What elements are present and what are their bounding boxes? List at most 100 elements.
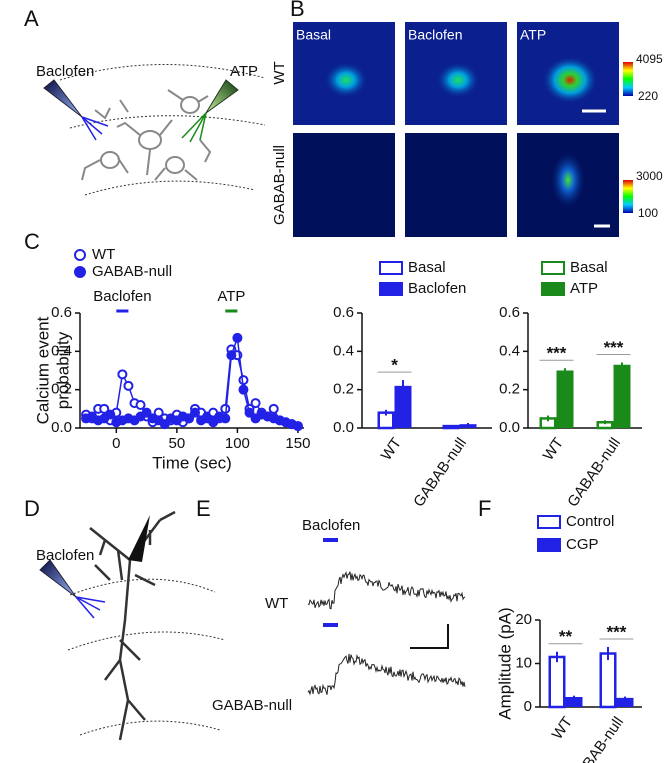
legend-marker xyxy=(74,266,86,278)
data-point xyxy=(123,380,134,391)
y-tick-label: 0.2 xyxy=(333,381,354,398)
panel-letter: A xyxy=(24,6,39,31)
panel-letter: D xyxy=(24,496,40,521)
y-tick-label: 0.6 xyxy=(333,304,354,321)
drug-label: Baclofen xyxy=(302,517,360,534)
legend-marker xyxy=(541,282,565,296)
data-point xyxy=(244,407,255,418)
data-point xyxy=(268,403,279,414)
colorbar-label: 220 xyxy=(638,89,658,103)
data-point xyxy=(232,332,243,343)
bar xyxy=(565,696,583,707)
x-tick-label: GABAB-null xyxy=(567,714,627,763)
legend-marker xyxy=(541,261,565,275)
y-tick-label: 10 xyxy=(515,654,532,671)
x-tick-label: 50 xyxy=(169,435,186,452)
data-point xyxy=(226,350,237,361)
y-axis-label: Amplitude (pA) xyxy=(495,607,514,719)
row-label: GABAB-null xyxy=(271,145,288,225)
panel-letter: B xyxy=(290,0,305,21)
legend-label: WT xyxy=(92,246,115,263)
legend-marker xyxy=(74,249,86,261)
drug-label: ATP xyxy=(230,63,258,80)
legend-label: Baclofen xyxy=(408,280,466,297)
data-point xyxy=(135,400,146,410)
legend-marker xyxy=(379,261,403,275)
legend-label: Basal xyxy=(570,259,608,276)
column-label: ATP xyxy=(520,27,546,43)
legend-label: Control xyxy=(566,513,614,530)
legend-label: ATP xyxy=(570,280,598,297)
legend-marker xyxy=(379,282,403,296)
row-label: WT xyxy=(265,595,288,612)
row-label: GABAB-null xyxy=(212,697,292,714)
bar xyxy=(613,364,631,428)
x-tick-label: GABAB-null xyxy=(410,435,470,510)
y-tick-label: 0.4 xyxy=(499,342,520,359)
data-point xyxy=(141,407,152,418)
stimulus-label: Baclofen xyxy=(93,288,151,305)
y-tick-label: 0.0 xyxy=(333,419,354,436)
x-tick-label: WT xyxy=(540,435,567,464)
significance-label: *** xyxy=(547,344,567,363)
column-label: Baclofen xyxy=(408,27,462,43)
x-tick-label: GABAB-null xyxy=(564,435,624,510)
panel-letter: E xyxy=(196,496,211,521)
y-tick-label: 0.6 xyxy=(499,304,520,321)
calcium-images xyxy=(293,22,633,237)
x-tick-label: WT xyxy=(549,714,576,743)
stimulus-label: ATP xyxy=(217,288,245,305)
row-label: WT xyxy=(271,61,288,84)
y-tick-label: 0.2 xyxy=(51,381,72,398)
legend-label: GABAB-null xyxy=(92,263,172,280)
y-tick-label: 0.0 xyxy=(499,419,520,436)
bar xyxy=(548,655,566,709)
data-point xyxy=(208,417,219,428)
data-point xyxy=(250,398,261,409)
drug-label: Baclofen xyxy=(36,63,94,80)
panel-letter: F xyxy=(478,496,491,521)
x-tick-label: WT xyxy=(378,435,405,464)
legend-marker xyxy=(537,538,561,552)
y-tick-label: 20 xyxy=(515,611,532,628)
data-point xyxy=(183,413,194,424)
data-point xyxy=(292,421,303,432)
data-point xyxy=(190,407,201,418)
bar xyxy=(556,370,574,428)
y-tick-label: 0.4 xyxy=(51,342,72,359)
legend-marker xyxy=(537,515,561,529)
y-axis-label: probability xyxy=(53,331,72,409)
data-point xyxy=(99,403,110,414)
colorbar-label: 3000 xyxy=(636,169,663,183)
significance-label: ** xyxy=(559,627,573,646)
scale-bar xyxy=(410,624,449,649)
x-axis-label: Time (sec) xyxy=(152,453,232,472)
current-trace xyxy=(307,571,466,610)
data-point xyxy=(159,419,170,430)
data-point xyxy=(105,409,116,420)
bar xyxy=(616,697,634,707)
legend-label: Basal xyxy=(408,259,446,276)
y-tick-label: 0.0 xyxy=(51,419,72,436)
bar xyxy=(599,652,617,709)
y-axis-label: Calcium event xyxy=(33,316,52,424)
bar xyxy=(394,385,412,428)
y-tick-label: 0.2 xyxy=(499,381,520,398)
column-label: Basal xyxy=(296,27,331,43)
x-tick-label: 100 xyxy=(225,435,250,452)
data-point xyxy=(238,375,249,386)
neuron-schematic xyxy=(39,510,226,741)
data-point xyxy=(220,413,231,424)
y-tick-label: 0.6 xyxy=(51,304,72,321)
colorbar-label: 4095 xyxy=(636,52,663,66)
data-point xyxy=(238,384,249,395)
data-point xyxy=(117,369,128,380)
y-tick-label: 0.4 xyxy=(333,342,354,359)
legend-label: CGP xyxy=(566,536,599,553)
y-tick-label: 0 xyxy=(524,698,532,715)
significance-label: * xyxy=(391,356,398,375)
x-tick-label: 150 xyxy=(285,435,310,452)
drug-label: Baclofen xyxy=(36,547,94,564)
panel-letter: C xyxy=(24,229,40,254)
